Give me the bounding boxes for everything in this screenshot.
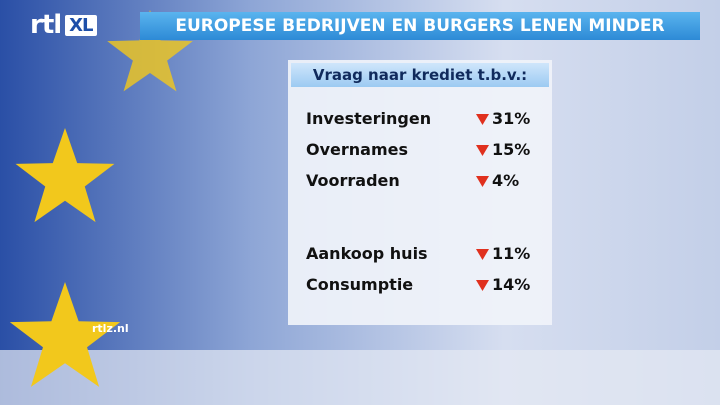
row-label: Consumptie [306, 275, 414, 294]
watermark: rtlz.nl [92, 322, 129, 335]
row: Voorraden 4% [288, 165, 552, 196]
title-bar: EUROPESE BEDRIJVEN EN BURGERS LENEN MIND… [140, 12, 700, 40]
down-arrow-shape [476, 279, 489, 291]
down-arrow-shape [476, 113, 489, 125]
row-label: Overnames [306, 140, 409, 159]
logo: rtl XL [30, 10, 97, 40]
row: Investeringen 31% [288, 103, 552, 134]
rows: Investeringen 31% Overnames 15% Voorraden 4% A… [288, 103, 552, 300]
row: Consumptie 14% [288, 269, 552, 300]
row-label: Aankoop huis [306, 244, 428, 263]
row-value: 4% [492, 171, 520, 190]
row-label: Voorraden [306, 171, 400, 190]
panel: Vraag naar krediet t.b.v.: Investeringen… [288, 60, 552, 325]
down-arrow [476, 279, 489, 291]
logo-text: rtl [30, 10, 62, 40]
row-value: 15% [492, 140, 531, 159]
down-arrow-shape [476, 248, 489, 260]
panel-header: Vraag naar krediet t.b.v.: [291, 63, 549, 87]
down-arrow [476, 113, 489, 125]
row: Overnames 15% [288, 134, 552, 165]
down-arrow [476, 248, 489, 260]
row-group: Aankoop huis 11% Consumptie 14% [288, 238, 552, 300]
down-arrow [476, 144, 489, 156]
floor [0, 350, 720, 405]
row-group: Investeringen 31% Overnames 15% Voorraden 4% [288, 103, 552, 196]
down-arrow-shape [476, 175, 489, 187]
down-arrow-shape [476, 144, 489, 156]
row-value: 11% [492, 244, 531, 263]
down-arrow [476, 175, 489, 187]
row-value: 14% [492, 275, 531, 294]
row-label: Investeringen [306, 109, 432, 128]
logo-badge: XL [65, 14, 97, 36]
row-value: 31% [492, 109, 531, 128]
row: Aankoop huis 11% [288, 238, 552, 269]
